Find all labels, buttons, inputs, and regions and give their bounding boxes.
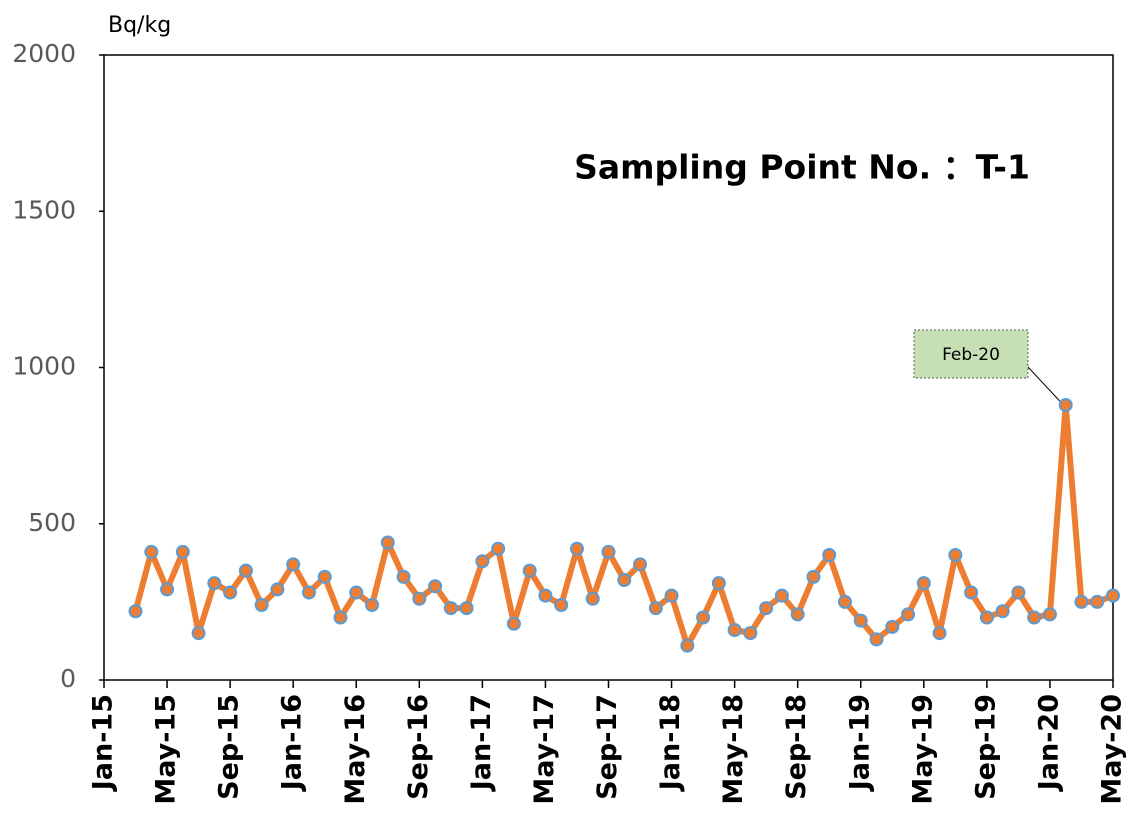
data-point [223,585,238,600]
callout-text: Feb-20 [942,345,1000,365]
data-point [396,569,411,584]
x-tick-label: May-15 [151,694,182,805]
data-point [175,544,190,559]
x-tick-label: Sep-15 [214,694,245,800]
data-point [964,585,979,600]
data-point [207,576,222,591]
data-point [664,588,679,603]
data-point [380,535,395,550]
data-point [160,582,175,597]
data-point [1090,594,1105,609]
data-point [932,626,947,641]
data-point [822,548,837,562]
x-tick-label: May-17 [529,694,560,805]
data-point [979,610,994,625]
y-tick-label: 1000 [12,352,76,381]
data-line [132,402,1115,649]
data-point [853,613,868,628]
data-point [538,588,553,603]
x-tick-label: May-16 [340,694,371,805]
x-tick-label: May-18 [718,694,749,805]
data-point [601,544,616,559]
data-point [633,557,648,572]
x-tick-label: Jan-15 [88,694,119,792]
data-point [333,610,348,625]
data-point [711,576,726,591]
data-point [254,598,269,612]
data-point [238,563,253,578]
data-point [648,601,663,616]
x-tick-label: Jan-17 [466,694,497,792]
data-point [790,607,805,622]
data-point [191,626,206,641]
data-point [144,544,159,559]
x-tick-label: Jan-18 [655,694,686,792]
x-tick-label: Sep-17 [592,694,623,800]
data-point [349,585,364,600]
data-point [696,610,711,625]
data-point [554,598,569,612]
data-point [443,601,458,616]
data-point [837,594,852,609]
data-point [806,569,821,584]
data-point [617,573,632,587]
data-point [585,591,600,606]
x-tick-label: Jan-20 [1033,694,1064,792]
data-point [569,541,584,556]
data-point [270,582,285,597]
data-point [869,632,884,647]
data-point [522,563,537,578]
callout-box [913,329,1029,379]
data-point [680,638,695,653]
data-point [301,585,316,600]
data-point [506,616,521,631]
x-tick-label: May-19 [907,694,938,805]
chart-title: Sampling Point No. ：T-1 [574,148,1030,187]
data-point [365,598,380,612]
data-point [743,626,758,641]
x-tick-label: Jan-16 [277,694,308,792]
data-point [995,604,1010,619]
data-point [1027,610,1042,625]
data-point [286,557,301,572]
data-point [774,588,789,603]
y-axis-label: Bq/kg [108,13,171,38]
data-point [428,579,443,594]
callout-leader [1027,366,1061,402]
data-point [901,607,916,622]
y-tick-label: 1500 [12,195,76,224]
data-point [459,601,474,616]
data-point [317,569,332,584]
data-point [491,541,506,556]
data-point [759,601,774,616]
x-tick-label: Jan-19 [844,694,875,792]
data-point [916,576,931,591]
data-point [948,548,963,562]
y-tick-label: 500 [28,508,76,537]
data-point [128,604,143,619]
data-point [1106,588,1120,603]
y-tick-label: 2000 [12,39,76,68]
y-tick-label: 0 [60,664,76,693]
data-point [1058,398,1073,412]
x-tick-label: May-20 [1097,694,1128,805]
data-point [1042,607,1057,622]
data-point [412,591,427,606]
x-tick-label: Sep-18 [781,694,812,800]
data-point [1074,594,1089,609]
data-point [727,623,742,637]
data-point [1011,585,1026,600]
x-tick-label: Sep-16 [403,694,434,800]
data-point [885,619,900,634]
x-tick-label: Sep-19 [970,694,1001,800]
data-point [475,554,490,569]
